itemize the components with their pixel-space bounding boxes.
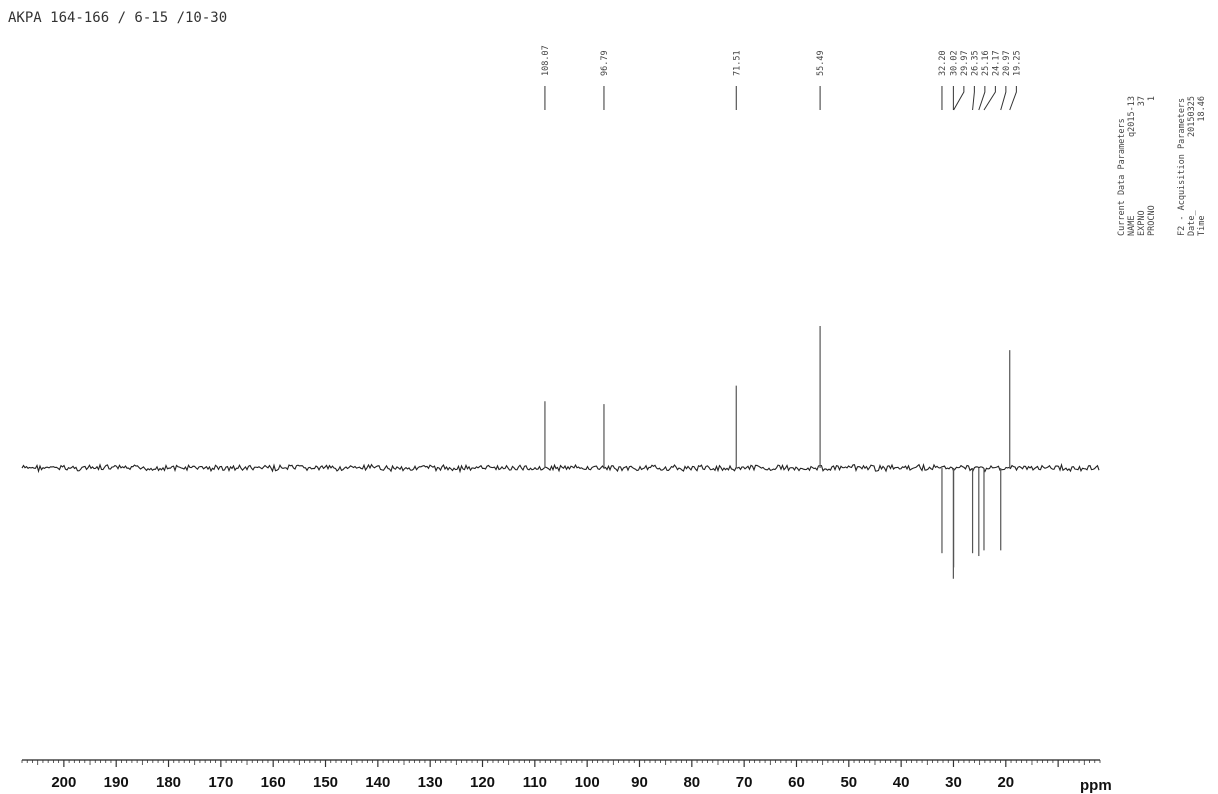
peak-label-5: 30.02 — [949, 50, 959, 76]
x-tick-label-40: 40 — [893, 774, 910, 791]
x-tick-label-100: 100 — [575, 774, 600, 791]
x-tick-label-130: 130 — [418, 774, 443, 791]
param-date-label: Date_ — [1187, 210, 1197, 236]
peak-connector-10 — [1000, 86, 1007, 111]
peak-label-0: 108.07 — [541, 45, 551, 76]
x-tick-label-60: 60 — [788, 774, 805, 791]
peak-label-2: 71.51 — [732, 50, 742, 76]
peak-label-connectors — [544, 86, 1017, 111]
peak-label-6: 29.97 — [960, 50, 970, 76]
x-tick-label-90: 90 — [631, 774, 648, 791]
x-tick-label-80: 80 — [683, 774, 700, 791]
param-section2-title: F2 - Acquisition Parameters — [1177, 98, 1187, 236]
peak-label-3: 55.49 — [816, 50, 826, 76]
param-procno-label: PROCNO — [1147, 205, 1157, 236]
peak-label-4: 32.20 — [938, 50, 948, 76]
param-time-label: Time — [1197, 216, 1207, 236]
x-tick-label-110: 110 — [523, 774, 547, 791]
x-axis-unit-label: ppm — [1080, 777, 1112, 794]
x-tick-label-120: 120 — [470, 774, 495, 791]
x-tick-label-150: 150 — [313, 774, 338, 791]
peak-connector-9 — [983, 86, 996, 111]
peak-connector-8 — [978, 86, 986, 111]
spectrum-baseline — [21, 462, 1100, 474]
peak-lines — [544, 326, 1011, 579]
x-tick-label-30: 30 — [945, 774, 962, 791]
peak-label-8: 25.16 — [981, 50, 991, 76]
peak-label-1: 96.79 — [600, 50, 610, 76]
param-name-value: q2015-13 — [1127, 96, 1137, 137]
parameters-panel: Current Data Parameters NAME q2015-13 EX… — [1117, 96, 1207, 236]
peak-connector-11 — [1009, 86, 1017, 111]
peak-label-9: 24.17 — [991, 50, 1001, 76]
peak-connector-6 — [953, 86, 965, 111]
param-date-value: 20150325 — [1187, 96, 1197, 137]
x-tick-label-200: 200 — [51, 774, 76, 791]
x-tick-label-190: 190 — [104, 774, 129, 791]
param-expno-label: EXPNO — [1137, 210, 1147, 236]
x-tick-label-160: 160 — [261, 774, 286, 791]
x-tick-labels: 200 190 180 170 160 150 140 130 120 110 100 90 80 70 6… — [51, 774, 1014, 791]
x-tick-label-170: 170 — [208, 774, 233, 791]
x-tick-label-20: 20 — [997, 774, 1014, 791]
baseline-trace — [21, 462, 1100, 474]
x-tick-label-140: 140 — [365, 774, 390, 791]
x-tick-label-50: 50 — [840, 774, 857, 791]
param-procno-value: 1 — [1147, 96, 1157, 101]
x-tick-label-180: 180 — [156, 774, 181, 791]
peak-connector-7 — [972, 86, 975, 111]
peak-labels: 108.07 96.79 71.51 55.49 32.20 30.02 29.97 26.3… — [541, 45, 1022, 76]
peak-label-11: 19.25 — [1012, 50, 1022, 76]
param-time-value: 18.46 — [1197, 96, 1207, 122]
x-axis — [21, 759, 1101, 767]
spectrum-title: AKPA 164-166 / 6-15 /10-30 — [8, 10, 227, 26]
param-section1-title: Current Data Parameters — [1117, 118, 1127, 236]
param-expno-value: 37 — [1137, 96, 1147, 106]
peak-label-10: 20.97 — [1002, 50, 1012, 76]
param-name-label: NAME — [1127, 216, 1137, 236]
peak-label-7: 26.35 — [970, 50, 980, 76]
x-tick-label-70: 70 — [736, 774, 753, 791]
